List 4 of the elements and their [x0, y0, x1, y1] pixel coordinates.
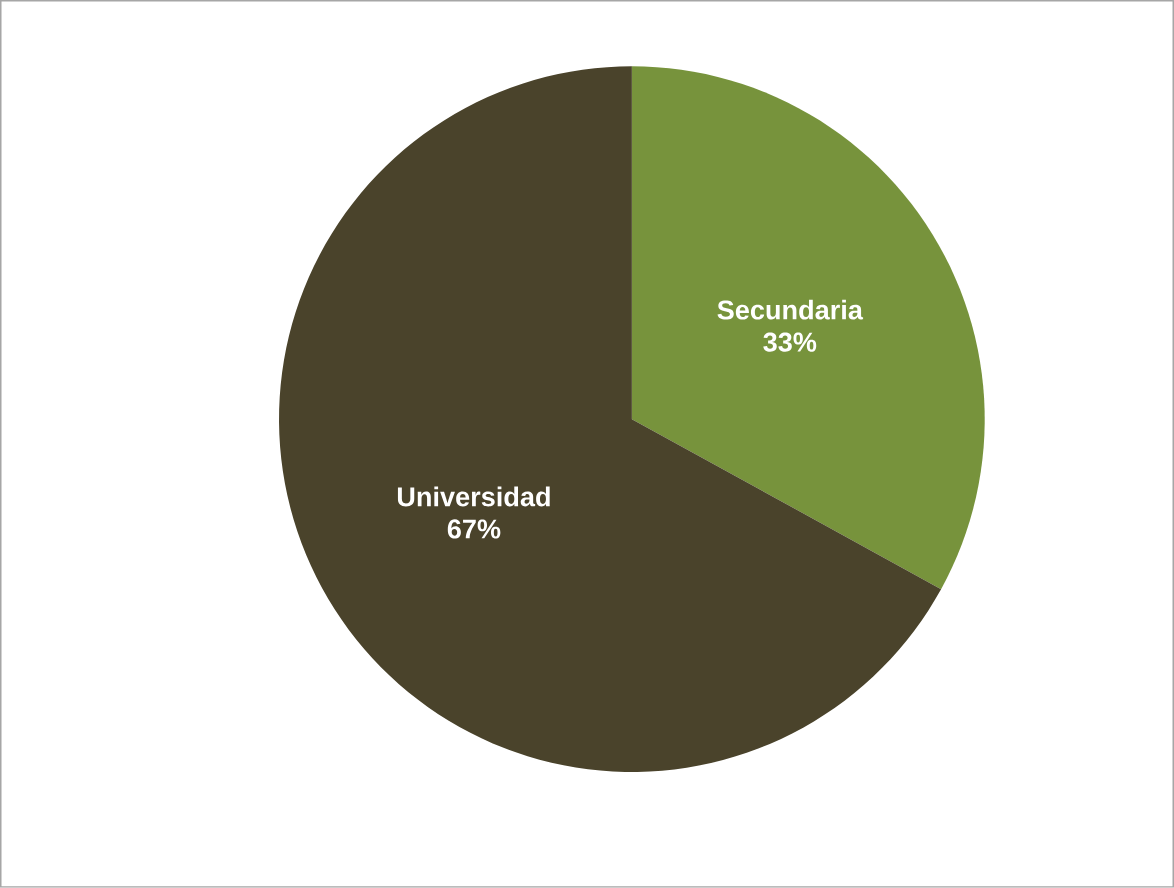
data-label: 33%: [763, 332, 817, 352]
data-label: 67%: [447, 519, 501, 539]
slice-label: Secundaria: [717, 299, 864, 320]
slice-label: Universidad: [397, 486, 550, 507]
